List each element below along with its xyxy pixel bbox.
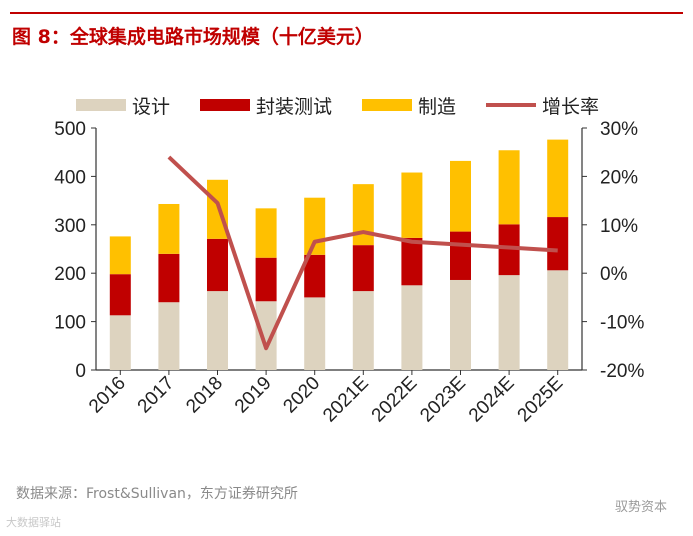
- legend-swatch-manufacturing: [362, 99, 413, 111]
- bar-segment-packaging: [207, 238, 228, 292]
- bar-segment-packaging: [158, 253, 180, 303]
- x-tick-label: 2020: [279, 373, 324, 418]
- legend-item-growth: 增长率: [486, 92, 599, 119]
- bar-segment-design: [255, 301, 277, 370]
- figure-title: 图 8：全球集成电路市场规模（十亿美元）: [12, 26, 374, 48]
- bar-segment-design: [401, 285, 423, 370]
- bar-segment-design: [158, 302, 180, 370]
- bar-segment-design: [304, 297, 326, 370]
- source-note: 数据来源：Frost&Sullivan，东方证券研究所: [16, 486, 298, 502]
- bar-segment-packaging: [547, 217, 569, 271]
- legend-swatch-packaging: [200, 99, 251, 111]
- bar-segment-design: [207, 291, 228, 370]
- legend-swatch-design: [76, 99, 126, 111]
- title-rule: [10, 12, 683, 14]
- legend-item-design: 设计: [76, 92, 170, 119]
- x-tick-label: 2017: [134, 373, 179, 418]
- bar-segment-manufacturing: [547, 139, 569, 218]
- y-tick-label-right: 30%: [600, 119, 638, 140]
- x-tick-label: 2018: [182, 373, 227, 418]
- legend-label-packaging: 封装测试: [256, 95, 333, 118]
- bar-segment-packaging: [401, 237, 423, 286]
- chart-legend: 设计 封装测试 制造 增长率: [76, 92, 646, 118]
- legend-label-design: 设计: [132, 95, 171, 118]
- y-tick-label-left: 400: [54, 167, 86, 188]
- legend-item-packaging: 封装测试: [200, 92, 332, 119]
- x-tick-label: 2021E: [319, 373, 373, 427]
- bar-segment-design: [498, 275, 520, 370]
- y-tick-label-right: -20%: [600, 361, 644, 382]
- bar-segment-design: [352, 291, 374, 370]
- bar-segment-packaging: [109, 274, 131, 316]
- x-tick-label: 2016: [85, 373, 130, 418]
- watermark-right: 驭势资本: [614, 500, 667, 515]
- bar-segment-packaging: [498, 224, 520, 276]
- bar-segment-manufacturing: [450, 160, 471, 232]
- x-tick-label: 2025E: [514, 373, 568, 427]
- bar-segment-packaging: [450, 231, 471, 280]
- bar-segment-packaging: [304, 254, 326, 298]
- bar-segment-design: [109, 315, 131, 370]
- y-tick-label-left: 100: [54, 313, 86, 334]
- bar-segment-manufacturing: [255, 208, 277, 258]
- bar-segment-manufacturing: [158, 203, 180, 254]
- y-tick-label-left: 300: [54, 216, 86, 237]
- legend-swatch-growth: [486, 103, 537, 107]
- watermark-left: 大数据驿站: [6, 516, 61, 529]
- y-tick-label-right: 20%: [600, 167, 638, 188]
- bar-segment-manufacturing: [109, 236, 131, 275]
- y-tick-label-right: 10%: [600, 216, 638, 237]
- legend-label-growth: 增长率: [542, 95, 600, 118]
- x-tick-label: 2022E: [368, 373, 422, 427]
- bar-segment-manufacturing: [352, 184, 374, 246]
- y-tick-label-right: 0%: [600, 264, 628, 285]
- x-tick-label: 2023E: [416, 373, 470, 427]
- x-tick-label: 2019: [231, 373, 276, 418]
- bar-segment-manufacturing: [401, 172, 423, 238]
- x-tick-label: 2024E: [465, 373, 519, 427]
- bar-segment-design: [450, 279, 471, 370]
- bar-segment-design: [547, 270, 569, 370]
- y-tick-label-left: 500: [54, 119, 86, 140]
- bar-segment-packaging: [352, 245, 374, 292]
- y-tick-label-left: 0: [75, 361, 86, 382]
- bar-segment-packaging: [255, 257, 277, 302]
- bar-segment-manufacturing: [498, 150, 520, 225]
- y-tick-label-right: -10%: [600, 313, 644, 334]
- y-tick-label-left: 200: [54, 264, 86, 285]
- legend-item-manufacturing: 制造: [362, 92, 456, 119]
- legend-label-manufacturing: 制造: [418, 95, 457, 118]
